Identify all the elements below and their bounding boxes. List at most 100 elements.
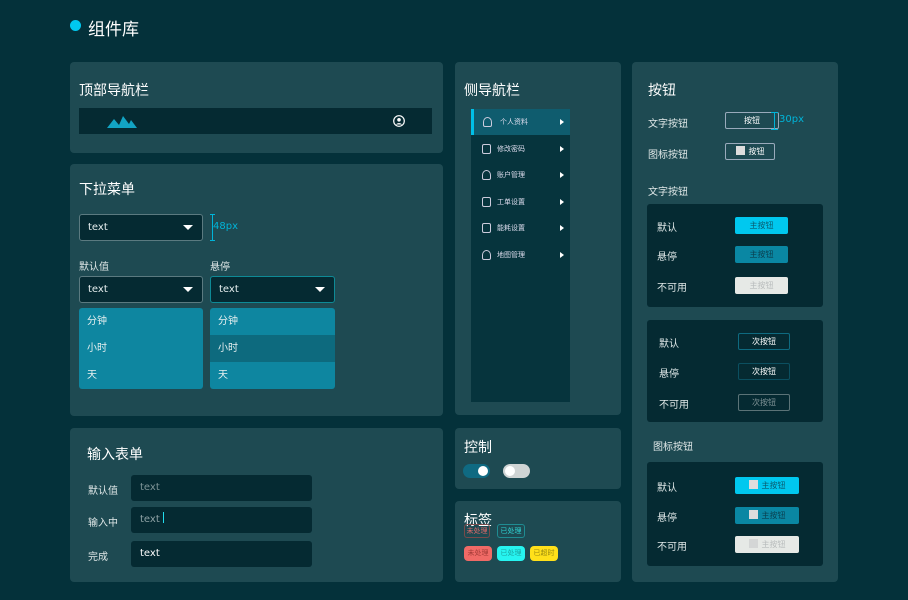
dropdown-main[interactable]: text	[79, 214, 203, 241]
account-icon	[482, 170, 491, 180]
tag-filled-done: 已处理	[497, 546, 525, 561]
text-button[interactable]: 按钮	[725, 112, 779, 129]
panel-title: 控制	[464, 440, 492, 456]
secondary-button-default[interactable]: 次按钮	[738, 333, 790, 350]
toggle-on[interactable]	[463, 464, 490, 478]
state-label: 悬停	[657, 513, 677, 524]
button-label: 主按钮	[761, 481, 786, 490]
navbar	[79, 108, 432, 134]
arrow-right-icon	[560, 225, 564, 231]
state-label: 悬停	[659, 369, 679, 380]
button-label: 主按钮	[761, 540, 786, 549]
panel-title: 顶部导航栏	[79, 83, 149, 99]
icon-button-disabled: 主按钮	[735, 536, 799, 553]
menu-option[interactable]: 分钟	[87, 316, 107, 327]
caret-down-icon	[183, 287, 193, 292]
primary-button-default[interactable]: 主按钮	[735, 217, 788, 234]
secondary-buttons-box	[647, 320, 823, 422]
icon-btn-label: 图标按钮	[648, 150, 688, 161]
side-nav-label: 地图管理	[497, 251, 525, 259]
hover-label: 悬停	[210, 262, 230, 273]
arrow-right-icon	[560, 146, 564, 152]
arrow-right-icon	[560, 199, 564, 205]
height-marker	[210, 214, 215, 241]
menu-option[interactable]: 天	[218, 370, 228, 381]
panel-title: 侧导航栏	[464, 83, 520, 99]
section-label: 图标按钮	[653, 442, 693, 453]
panel-title: 下拉菜单	[79, 182, 135, 198]
icon-button-default[interactable]: 主按钮	[735, 477, 799, 494]
menu-option[interactable]: 分钟	[218, 316, 238, 327]
icon-button-hover[interactable]: 主按钮	[735, 507, 799, 524]
dropdown-menu-hover: 分钟 小时 天	[210, 308, 335, 389]
state-label: 不可用	[657, 542, 687, 553]
toggle-off[interactable]	[503, 464, 530, 478]
button-label: 主按钮	[761, 511, 786, 520]
side-nav-item-energy[interactable]: 能耗设置	[471, 215, 570, 241]
dropdown-hover[interactable]: text	[210, 276, 335, 303]
done-input[interactable]: text	[131, 541, 312, 567]
side-nav-label: 个人资料	[500, 118, 528, 126]
panel-title: 输入表单	[87, 447, 143, 463]
text-cursor	[162, 512, 164, 523]
side-nav-label: 修改密码	[497, 145, 525, 153]
panel-title: 按钮	[648, 83, 676, 99]
side-nav: 个人资料 修改密码 账户管理 工单设置 能耗设置 地图管理	[471, 109, 570, 402]
dropdown-panel: 下拉菜单 text 48px 默认值 悬停 text text 分钟 小时 天 …	[70, 164, 443, 416]
form-label: 完成	[88, 552, 108, 563]
menu-option[interactable]: 天	[87, 370, 97, 381]
square-icon	[735, 146, 745, 155]
dropdown-value: text	[219, 284, 239, 295]
state-label: 不可用	[657, 283, 687, 294]
typing-input[interactable]: text	[131, 507, 312, 533]
side-nav-item-password[interactable]: 修改密码	[471, 136, 570, 162]
caret-down-icon	[315, 287, 325, 292]
dropdown-menu-default: 分钟 小时 天	[79, 308, 203, 389]
secondary-button-hover[interactable]: 次按钮	[738, 363, 790, 380]
document-icon	[482, 223, 491, 233]
side-nav-item-map[interactable]: 地图管理	[471, 242, 570, 268]
input-text: text	[140, 514, 160, 525]
panel-title: 标签	[464, 513, 492, 529]
control-panel	[455, 428, 621, 489]
height-note: 48px	[213, 221, 238, 232]
side-nav-item-account[interactable]: 账户管理	[471, 162, 570, 188]
arrow-right-icon	[560, 172, 564, 178]
side-nav-label: 能耗设置	[497, 224, 525, 232]
section-label: 文字按钮	[648, 187, 688, 198]
side-nav-item-ticket[interactable]: 工单设置	[471, 189, 570, 215]
primary-button-disabled: 主按钮	[735, 277, 788, 294]
default-input[interactable]: text	[131, 475, 312, 501]
menu-option[interactable]: 小时	[87, 343, 107, 354]
form-label: 默认值	[88, 486, 118, 497]
arrow-right-icon	[560, 252, 564, 258]
top-nav-panel: 顶部导航栏	[70, 62, 443, 153]
height-marker	[771, 112, 778, 130]
user-circle-icon[interactable]	[393, 115, 405, 127]
ticket-icon	[482, 197, 491, 207]
tags-panel	[455, 501, 621, 582]
state-label: 不可用	[659, 400, 689, 411]
caret-down-icon	[183, 225, 193, 230]
side-nav-label: 账户管理	[497, 171, 525, 179]
square-icon	[748, 539, 758, 548]
default-label: 默认值	[79, 262, 109, 273]
mountain-logo	[107, 116, 137, 128]
side-nav-label: 工单设置	[497, 198, 525, 206]
height-note: 30px	[779, 114, 804, 125]
state-label: 默认	[657, 483, 677, 494]
page-title: 组件库	[88, 20, 139, 40]
primary-button-hover[interactable]: 主按钮	[735, 246, 788, 263]
map-user-icon	[482, 250, 491, 260]
menu-option-hovered[interactable]: 小时	[210, 335, 335, 362]
icon-button[interactable]: 按钮	[725, 143, 775, 160]
side-nav-item-profile[interactable]: 个人资料	[471, 109, 570, 135]
state-label: 默认	[657, 223, 677, 234]
dropdown-value: text	[88, 284, 108, 295]
tag-outline-pending: 未处理	[464, 524, 490, 538]
button-label: 按钮	[748, 147, 765, 156]
tag-outline-done: 已处理	[497, 524, 525, 538]
arrow-right-icon	[560, 119, 564, 125]
dropdown-default[interactable]: text	[79, 276, 203, 303]
user-icon	[483, 117, 492, 127]
